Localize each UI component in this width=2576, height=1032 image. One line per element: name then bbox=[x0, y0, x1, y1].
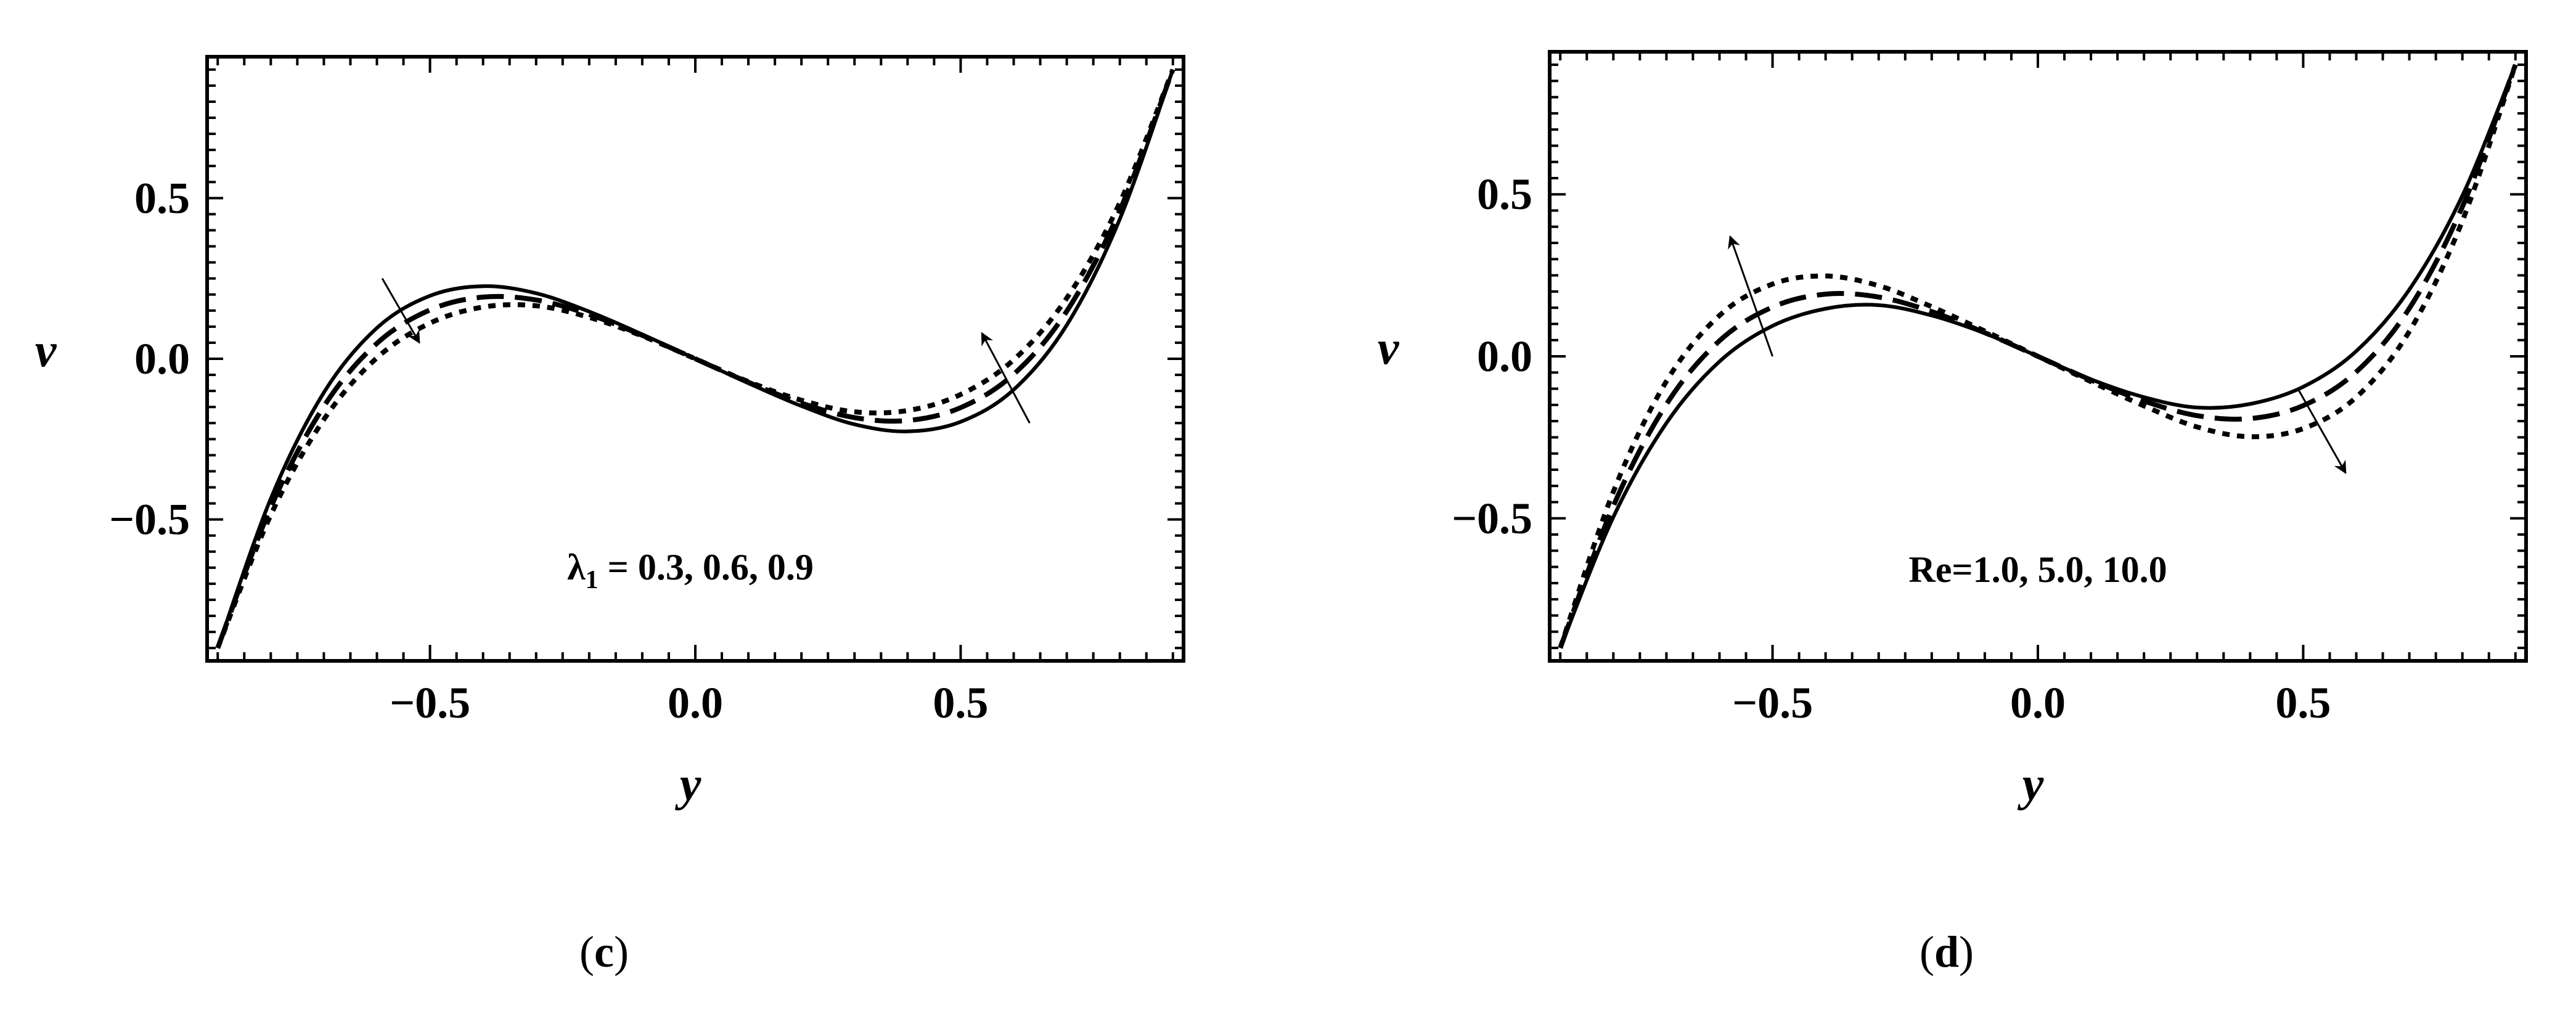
panel-c-x-tick-label: 0.0 bbox=[668, 678, 723, 727]
panel-d-parameter-annotation: Re=1.0, 5.0, 10.0 bbox=[1908, 549, 2167, 590]
panel-d-x-tick-label: 0.0 bbox=[2010, 678, 2066, 727]
panel-d-y-tick-label: 0.0 bbox=[1477, 332, 1532, 381]
panel-c-trend-arrow-1 bbox=[381, 277, 420, 344]
panel-d: −0.5 0.0 0.5 −0.5 0.0 0.5 y v Re=1.0, 5.0, 10.0 (… bbox=[1378, 50, 2528, 977]
panel-c-y-axis-label: v bbox=[35, 323, 57, 377]
panel-c-parameter-annotation: λ1 = 0.3, 0.6, 0.9 bbox=[567, 547, 814, 594]
panel-d-x-tick-label: −0.5 bbox=[1732, 678, 1813, 727]
panel-d-y-axis-label: v bbox=[1378, 321, 1400, 374]
panel-c: −0.5 0.0 0.5 −0.5 0.0 0.5 y v λ1 = 0.3, 0.6, 0.9… bbox=[35, 55, 1185, 977]
panel-c-annotation-symbol: λ bbox=[567, 547, 586, 588]
panel-c-annotation-values: = 0.3, 0.6, 0.9 bbox=[599, 547, 814, 588]
panel-d-y-tick-label: 0.5 bbox=[1477, 170, 1532, 219]
panel-d-trend-arrow-1 bbox=[1728, 235, 1773, 357]
panel-d-x-axis-label: y bbox=[2018, 757, 2044, 811]
panel-d-trend-arrow-2 bbox=[2297, 388, 2347, 475]
panel-c-y-tick-label: 0.0 bbox=[134, 334, 190, 383]
panel-c-annotation-subscript: 1 bbox=[586, 566, 599, 594]
panel-d-x-tick-label: 0.5 bbox=[2275, 678, 2331, 727]
panel-c-x-axis-label: y bbox=[675, 757, 701, 811]
panel-c-y-tick-label: −0.5 bbox=[109, 495, 190, 544]
panel-c-y-tick-label: 0.5 bbox=[134, 173, 190, 223]
panel-d-panel-label: (d) bbox=[1920, 927, 1974, 977]
panel-c-x-tick-label: 0.5 bbox=[933, 678, 988, 727]
panel-d-series-dotted-line bbox=[1558, 63, 2518, 649]
panel-d-y-tick-label: −0.5 bbox=[1452, 494, 1532, 543]
panel-c-series-dashed-line bbox=[215, 68, 1176, 649]
panel-c-panel-label: (c) bbox=[579, 927, 629, 977]
panel-c-x-tick-label: −0.5 bbox=[390, 678, 470, 727]
panel-c-trend-arrow-2 bbox=[981, 332, 1031, 424]
